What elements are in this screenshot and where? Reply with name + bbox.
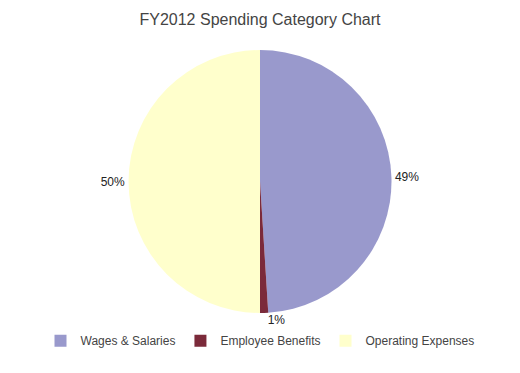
svg-text:50%: 50% bbox=[101, 175, 125, 189]
svg-text:Employee Benefits: Employee Benefits bbox=[220, 334, 320, 348]
svg-text:49%: 49% bbox=[395, 170, 419, 184]
svg-text:1%: 1% bbox=[268, 313, 286, 327]
svg-text:Operating Expenses: Operating Expenses bbox=[366, 334, 475, 348]
svg-text:Wages & Salaries: Wages & Salaries bbox=[81, 334, 176, 348]
svg-text:FY2012 Spending Category Chart: FY2012 Spending Category Chart bbox=[139, 11, 381, 28]
